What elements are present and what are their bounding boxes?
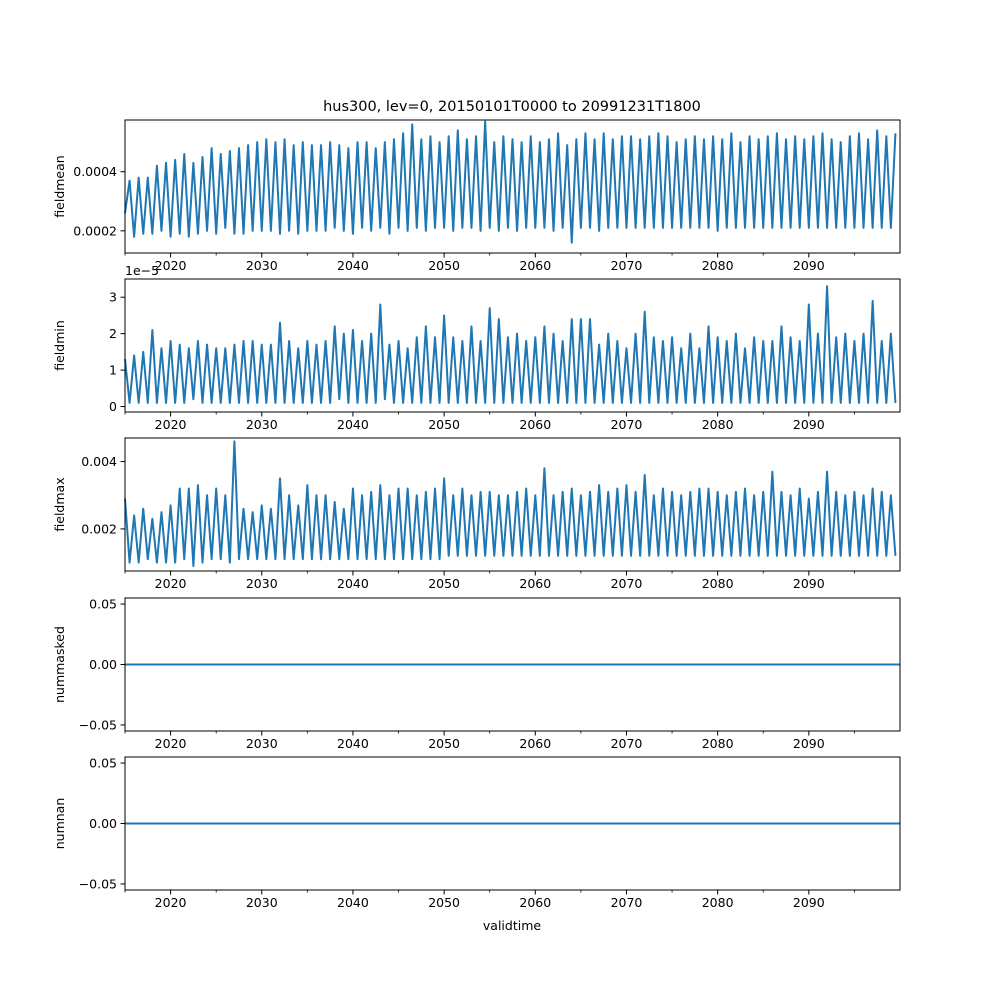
x-tick-label: 2070 <box>611 258 643 273</box>
x-tick-label: 2030 <box>246 576 278 591</box>
x-tick-label: 2030 <box>246 736 278 751</box>
x-tick-label: 2040 <box>337 258 369 273</box>
y-tick-label: 0 <box>109 399 117 414</box>
axes-frame <box>124 437 901 572</box>
x-tick-label: 2090 <box>793 576 825 591</box>
x-tick-label: 2030 <box>246 417 278 432</box>
y-tick-label: 0.0004 <box>73 164 117 179</box>
x-tick-label: 2070 <box>611 736 643 751</box>
x-tick-label: 2050 <box>428 258 460 273</box>
y-axis-label: nummasked <box>52 626 67 703</box>
x-tick-label: 2040 <box>337 576 369 591</box>
y-tick-label: 2 <box>109 326 117 341</box>
series-line-fieldmin <box>124 285 897 404</box>
axes-frame <box>124 119 901 254</box>
y-tick-label: 0.002 <box>81 521 117 536</box>
x-tick-label: 2050 <box>428 895 460 910</box>
x-tick-label: 2020 <box>155 258 187 273</box>
y-tick-label: 0.00 <box>89 816 117 831</box>
x-tick-label: 2030 <box>246 258 278 273</box>
subplot-nummasked: 2020 2030 2040 2050 2060 2070 2080 2090 −0.05 0.0… <box>52 597 901 751</box>
y-axis-label: fieldmax <box>52 477 67 531</box>
x-tick-label: 2040 <box>337 736 369 751</box>
x-tick-label: 2070 <box>611 895 643 910</box>
x-tick-label: 2080 <box>702 258 734 273</box>
x-tick-label: 2080 <box>702 576 734 591</box>
y-axis-label: fieldmean <box>52 155 67 217</box>
x-tick-label: 2080 <box>702 417 734 432</box>
x-tick-label: 2070 <box>611 576 643 591</box>
y-tick-label: 0.00 <box>89 657 117 672</box>
y-tick-label: −0.05 <box>79 876 117 891</box>
subplot-fieldmin: 2020 2030 2040 2050 2060 2070 2080 2090 0 1 2 3 1e−5… <box>52 263 901 432</box>
y-tick-label: 3 <box>109 290 117 305</box>
x-tick-label: 2060 <box>519 895 551 910</box>
x-tick-label: 2020 <box>155 417 187 432</box>
x-tick-label: 2060 <box>519 576 551 591</box>
y-axis-label: numnan <box>52 798 67 850</box>
y-tick-label: 0.05 <box>89 597 117 612</box>
x-tick-label: 2030 <box>246 895 278 910</box>
x-tick-label: 2050 <box>428 736 460 751</box>
subplot-fieldmax: 2020 2030 2040 2050 2060 2070 2080 2090 0.002 0.0… <box>52 437 901 591</box>
y-tick-label: 0.0002 <box>73 223 117 238</box>
x-tick-label: 2090 <box>793 417 825 432</box>
subplot-stack: 2020 2030 2040 2050 2060 2070 2080 20900.00020.… <box>52 119 901 910</box>
series-line-fieldmax <box>124 440 897 567</box>
x-tick-label: 2050 <box>428 417 460 432</box>
y-tick-label: −0.05 <box>79 717 117 732</box>
x-tick-label: 2090 <box>793 736 825 751</box>
x-tick-label: 2020 <box>155 895 187 910</box>
y-tick-label: 0.05 <box>89 756 117 771</box>
series-line-fieldmean <box>124 120 897 244</box>
x-tick-label: 2060 <box>519 736 551 751</box>
subplot-fieldmean: 2020 2030 2040 2050 2060 2070 2080 2090 0.0002 0.… <box>52 119 901 273</box>
x-tick-label: 2090 <box>793 895 825 910</box>
x-tick-label: 2080 <box>702 736 734 751</box>
x-tick-label: 2070 <box>611 417 643 432</box>
x-tick-label: 2060 <box>519 417 551 432</box>
x-tick-label: 2040 <box>337 895 369 910</box>
y-offset-text: 1e−5 <box>125 263 159 278</box>
x-axis-label: validtime <box>483 918 541 933</box>
axes-frame <box>124 278 901 413</box>
figure-title: hus300, lev=0, 20150101T0000 to 20991231… <box>323 99 701 115</box>
subplot-numnan: 2020 2030 2040 2050 2060 2070 2080 2090 −0.05 0.0… <box>52 756 901 910</box>
x-tick-label: 2080 <box>702 895 734 910</box>
y-axis-label: fieldmin <box>52 320 67 371</box>
x-tick-label: 2020 <box>155 736 187 751</box>
x-tick-label: 2060 <box>519 258 551 273</box>
x-tick-label: 2090 <box>793 258 825 273</box>
y-tick-label: 0.004 <box>81 454 117 469</box>
x-tick-label: 2020 <box>155 576 187 591</box>
y-tick-label: 1 <box>109 363 117 378</box>
x-tick-label: 2040 <box>337 417 369 432</box>
x-tick-label: 2050 <box>428 576 460 591</box>
